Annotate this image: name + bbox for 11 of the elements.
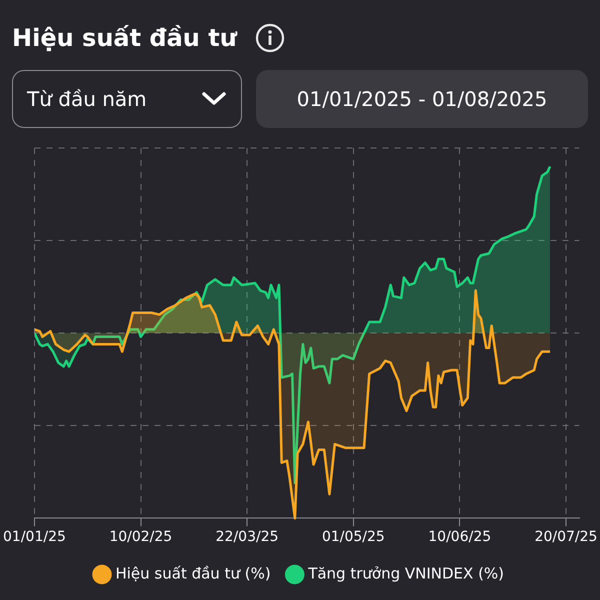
x-tick-label: 01/05/25 <box>322 529 385 546</box>
x-tick-label: 20/07/25 <box>534 529 598 546</box>
x-tick-label: 22/03/25 <box>216 529 279 546</box>
chart-title: Hiệu suất đầu tư <box>12 24 237 52</box>
x-tick-label: 10/02/25 <box>109 529 172 546</box>
text: 01/01/2025 - 01/08/2025 <box>256 70 588 128</box>
text: Từ đầu năm <box>27 87 147 111</box>
legend-label: Hiệu suất đầu tư (%) <box>115 564 271 582</box>
x-tick-label: 10/06/25 <box>428 529 492 546</box>
legend-label: Tăng trưởng VNINDEX (%) <box>307 564 504 582</box>
x-tick-label: 01/01/25 <box>2 529 66 546</box>
